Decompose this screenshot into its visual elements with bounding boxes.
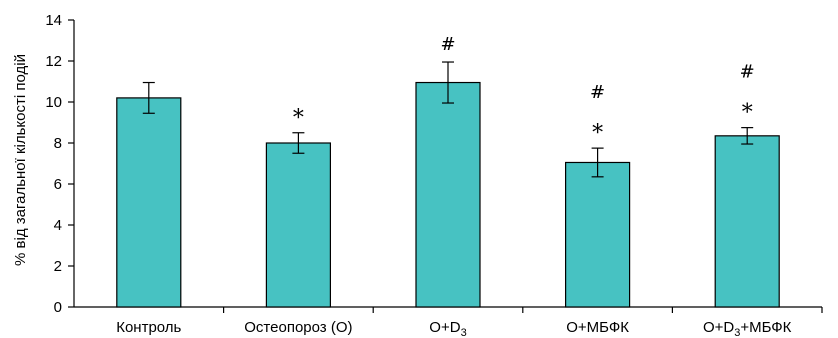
- bar: [714, 135, 780, 308]
- x-category-label: Контроль: [116, 319, 181, 336]
- y-tick-label: 2: [54, 258, 62, 275]
- significance-star: *: [592, 121, 603, 146]
- y-tick-label: 14: [45, 12, 62, 29]
- category-labels: Контроль Остеопороз (О) О+D3 О+МБФК О+D3+МБФ…: [116, 319, 791, 338]
- bars: * # * # * #: [116, 34, 780, 308]
- x-category-label: О+D3: [429, 319, 466, 338]
- bar: [265, 142, 331, 308]
- y-axis-label-group: % від загальної кількості подій: [12, 54, 29, 266]
- significance-star: *: [293, 106, 304, 131]
- axes: 0 2 4 6 8 10 12 14: [45, 12, 823, 316]
- y-tick-label: 12: [45, 53, 62, 70]
- significance-hash: #: [440, 34, 455, 55]
- y-tick-label: 4: [54, 217, 62, 234]
- x-category-label: О+D3+МБФК: [703, 319, 792, 338]
- significance-star: *: [742, 101, 753, 126]
- x-category-label: Остеопороз (О): [244, 319, 352, 336]
- significance-hash: #: [590, 82, 605, 103]
- y-axis-label: % від загальної кількості подій: [12, 54, 29, 266]
- y-tick-label: 8: [54, 135, 62, 152]
- y-tick-label: 10: [45, 94, 62, 111]
- bar: [116, 97, 182, 308]
- significance-hash: #: [740, 62, 755, 83]
- bar: [564, 161, 631, 308]
- y-tick-label: 6: [54, 176, 62, 193]
- y-tick-label: 0: [54, 299, 62, 316]
- x-category-label: О+МБФК: [566, 319, 629, 336]
- bar: [415, 81, 481, 308]
